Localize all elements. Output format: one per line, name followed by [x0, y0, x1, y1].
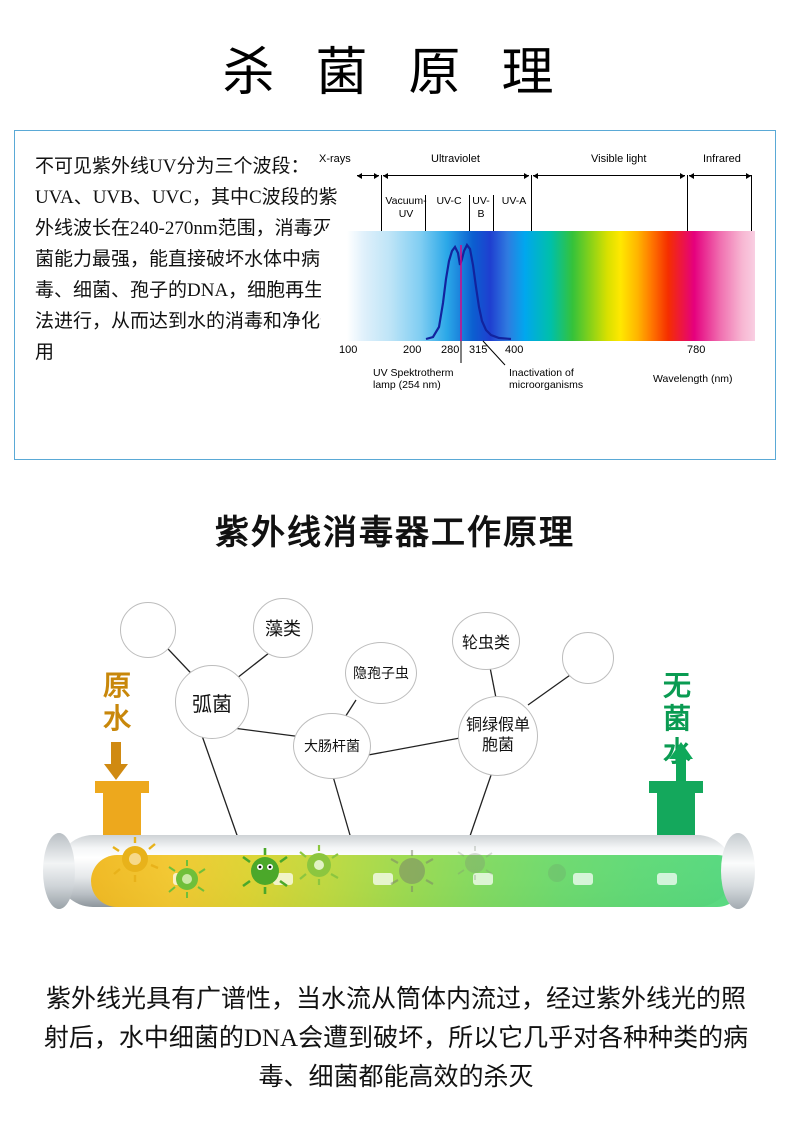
- germ-icon-5: [390, 850, 434, 892]
- tick-200: 200: [403, 344, 422, 356]
- subband-uvb-line2: B: [477, 208, 485, 220]
- intro-paragraph: 不可见紫外线UV分为三个波段：UVA、UVB、UVC，其中C波段的紫外线波长在2…: [35, 156, 343, 363]
- tick-400: 400: [505, 344, 524, 356]
- germ-icon-4: [299, 845, 339, 885]
- subband-vacuum-uv-line2: UV: [398, 208, 414, 220]
- bubble-algae-label: 藻类: [265, 619, 301, 639]
- uv-sterilizer-diagram: 藻类 弧菌 隐孢子虫 大肠杆菌 轮虫类 铜绿假单胞菌 原水 无菌水: [0, 570, 790, 960]
- uv-lamp-5: [573, 873, 593, 885]
- pipe-end-cap-left: [43, 833, 75, 909]
- outlet-arrow-icon: [669, 742, 693, 782]
- germ-icon-1: [112, 837, 159, 882]
- bubble-ecoli: 大肠杆菌: [293, 713, 371, 779]
- subband-uvb-line1: UV-: [472, 195, 490, 207]
- bottom-paragraph: 紫外线光具有广谱性，当水流从筒体内流过，经过紫外线光的照射后，水中细菌的DNA会…: [43, 986, 749, 1091]
- axis-label-wavelength: Wavelength (nm): [653, 373, 733, 385]
- band-label-infrared: Infrared: [703, 153, 741, 165]
- annotation-lamp-line1: UV Spektrotherm: [373, 367, 454, 379]
- subband-vacuum-uv-line1: Vacuum-: [385, 195, 427, 207]
- bubble-pseudomonas: 铜绿假单胞菌: [458, 696, 538, 776]
- bubble-pseudomonas-label: 铜绿假单胞菌: [465, 717, 530, 754]
- subband-uva: UV-A: [501, 195, 527, 207]
- bubble-cryptosporidium: 隐孢子虫: [345, 642, 417, 704]
- spectrum-gradient-bar: [321, 231, 755, 341]
- microbe-illustrations: [112, 837, 566, 898]
- inlet-arrow-icon: [104, 742, 128, 780]
- pipe-end-cap-right: [721, 833, 755, 909]
- band-label-visible: Visible light: [591, 153, 647, 165]
- uv-lamp-6: [657, 873, 677, 885]
- annotation-lamp-line2: lamp (254 nm): [373, 379, 441, 391]
- annotation-inactivation-line1: Inactivation of: [509, 367, 574, 379]
- tick-280: 280: [441, 344, 460, 356]
- page-title: 杀 菌 原 理: [222, 45, 568, 102]
- spectrum-band-labels: X-rays Ultraviolet Visible light Infrare…: [313, 151, 763, 173]
- bubble-ecoli-label: 大肠杆菌: [304, 740, 360, 755]
- band-arrow-visible: [533, 172, 685, 179]
- germ-icon-2: [168, 860, 206, 898]
- tick-100: 100: [339, 344, 358, 356]
- bubble-rotifer-label: 轮虫类: [461, 635, 510, 652]
- band-arrow-infrared: [689, 172, 751, 179]
- band-label-ultraviolet: Ultraviolet: [431, 153, 480, 165]
- bubble-vibrio-label: 弧菌: [192, 693, 232, 716]
- pipe-shell: [57, 835, 743, 907]
- germ-icon-6: [457, 846, 493, 880]
- spectrum-tick-labels: 100 200 280 315 400 780: [313, 344, 763, 360]
- subband-uvc: UV-C: [436, 195, 462, 207]
- uv-lamp-emission-curve: [425, 242, 512, 341]
- bubble-empty-top-left: [120, 602, 176, 658]
- band-label-xrays: X-rays: [319, 153, 351, 165]
- band-arrow-xrays: [357, 172, 379, 179]
- uv-reactor-pipe: [35, 781, 755, 920]
- bubble-cryptosporidium-label: 隐孢子虫: [353, 667, 409, 682]
- germ-icon-7: [548, 864, 566, 882]
- bubble-algae: 藻类: [253, 598, 313, 658]
- uv-info-panel: 不可见紫外线UV分为三个波段：UVA、UVB、UVC，其中C波段的紫外线波长在2…: [14, 130, 776, 460]
- tick-780: 780: [687, 344, 706, 356]
- germ-icon-3: [242, 848, 288, 894]
- tick-315: 315: [469, 344, 488, 356]
- section-title: 紫外线消毒器工作原理: [215, 515, 575, 552]
- band-arrow-uv: [383, 172, 529, 179]
- bubble-rotifer: 轮虫类: [452, 612, 520, 670]
- outlet-label: 无菌水: [662, 671, 691, 768]
- uv-lamp-4: [473, 873, 493, 885]
- bubble-vibrio: 弧菌: [175, 665, 249, 739]
- uv-lamp-3: [373, 873, 393, 885]
- annotation-inactivation-line2: microorganisms: [509, 379, 584, 391]
- spectrum-subband-labels: Vacuum- UV UV-C UV- B UV-A: [313, 195, 763, 229]
- bubble-empty-top-right: [562, 632, 614, 684]
- uv-spectrum-chart: X-rays Ultraviolet Visible light Infrare…: [313, 151, 763, 436]
- inlet-label: 原水: [102, 671, 131, 735]
